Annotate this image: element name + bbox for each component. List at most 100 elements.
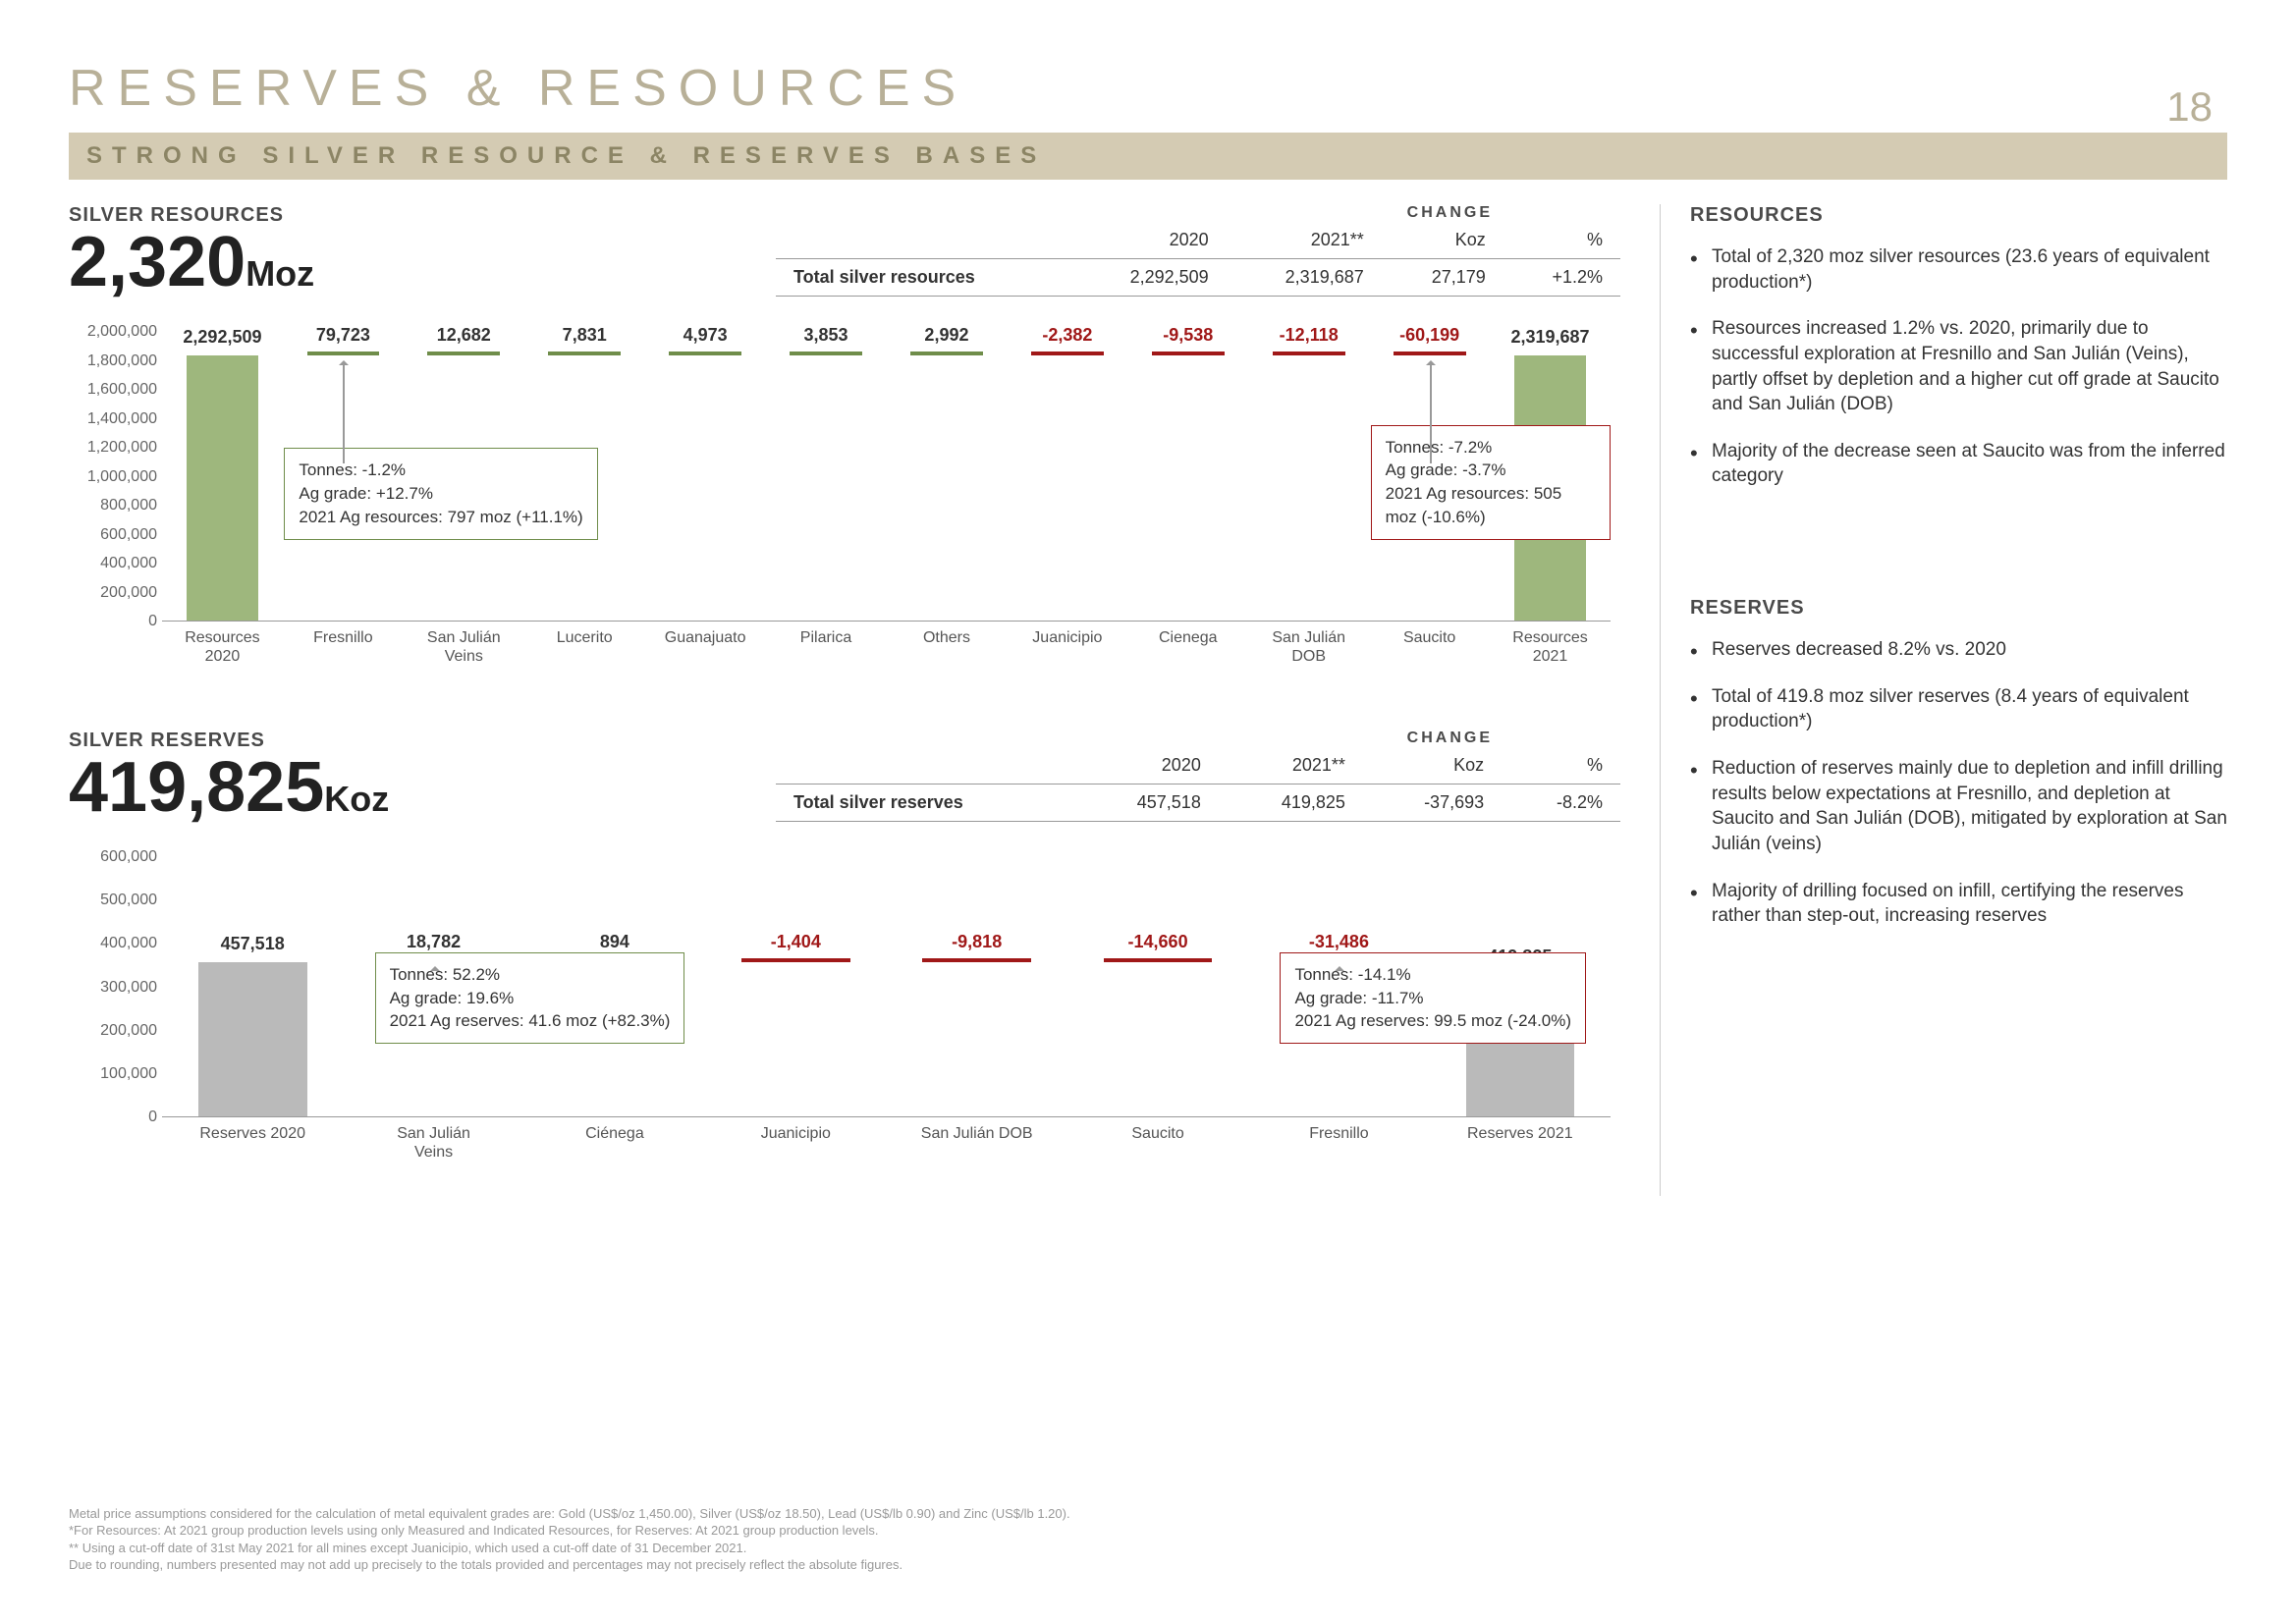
sidebar-item: Reduction of reserves mainly due to depl…: [1690, 756, 2227, 857]
y-tick: 100,000: [69, 1065, 157, 1083]
resources-summary-table: 20202021**Koz% Total silver resources2,2…: [776, 222, 1620, 297]
x-label: Resources2020: [163, 628, 281, 666]
chart-value: 894: [600, 932, 629, 952]
callout-arrow: [343, 361, 345, 463]
x-label: Others: [888, 628, 1006, 647]
chart-callout: Tonnes: -14.1%Ag grade: -11.7%2021 Ag re…: [1280, 952, 1586, 1044]
page-title: RESERVES & RESOURCES: [69, 59, 2227, 118]
y-tick: 1,600,000: [69, 381, 157, 399]
chart-step: [922, 958, 1031, 962]
resources-total-value: 2,320: [69, 223, 246, 301]
x-label: Cienega: [1129, 628, 1247, 647]
y-tick: 0: [69, 1109, 157, 1126]
chart-value: -31,486: [1309, 932, 1369, 952]
sidebar-item: Total of 2,320 moz silver resources (23.…: [1690, 244, 2227, 295]
cell: 2,319,687: [1227, 259, 1382, 297]
chart-step: [910, 352, 983, 355]
chart-step: [1152, 352, 1225, 355]
y-tick: 400,000: [69, 555, 157, 572]
chart-callout: Tonnes: -1.2%Ag grade: +12.7%2021 Ag res…: [284, 448, 597, 539]
y-tick: 300,000: [69, 979, 157, 997]
chart-callout: Tonnes: -7.2%Ag grade: -3.7%2021 Ag reso…: [1371, 425, 1611, 540]
reserves-total-value: 419,825: [69, 748, 324, 827]
callout-line: Ag grade: -3.7%: [1386, 459, 1596, 482]
chart-value: 2,319,687: [1510, 327, 1589, 348]
change-label: CHANGE: [776, 730, 1620, 747]
x-label: Juanicipio: [737, 1124, 854, 1143]
page-subtitle: STRONG SILVER RESOURCE & RESERVES BASES: [86, 142, 2210, 170]
callout-line: 2021 Ag reserves: 99.5 moz (-24.0%): [1294, 1009, 1571, 1033]
callout-line: Ag grade: +12.7%: [299, 482, 582, 506]
y-tick: 1,200,000: [69, 439, 157, 457]
chart-value: 18,782: [407, 932, 461, 952]
chart-value: 79,723: [316, 325, 370, 346]
sidebar-item: Majority of drilling focused on infill, …: [1690, 879, 2227, 929]
chart-value: 2,292,509: [183, 327, 261, 348]
x-label: San Julián DOB: [918, 1124, 1036, 1143]
sidebar-item: Majority of the decrease seen at Saucito…: [1690, 439, 2227, 489]
reserves-total: 419,825Koz: [69, 752, 776, 823]
chart-step: [790, 352, 862, 355]
cell: 27,179: [1382, 259, 1503, 297]
y-tick: 200,000: [69, 584, 157, 602]
change-label: CHANGE: [776, 204, 1620, 222]
col-2020: 2020: [1074, 747, 1219, 784]
row-label: Total silver resources: [776, 259, 1071, 297]
page-number: 18: [2166, 83, 2213, 131]
x-label: Fresnillo: [1280, 1124, 1397, 1143]
y-tick: 600,000: [69, 848, 157, 866]
footnotes: Metal price assumptions considered for t…: [69, 1505, 1070, 1574]
callout-line: Ag grade: -11.7%: [1294, 987, 1571, 1010]
y-tick: 200,000: [69, 1022, 157, 1040]
x-label: San JuliánVeins: [375, 1124, 493, 1162]
sidebar-item: Total of 419.8 moz silver reserves (8.4 …: [1690, 684, 2227, 734]
x-label: Reserves 2021: [1461, 1124, 1579, 1143]
y-tick: 800,000: [69, 497, 157, 514]
chart-value: -9,538: [1163, 325, 1213, 346]
chart-bar: [187, 355, 259, 621]
callout-line: 2021 Ag resources: 797 moz (+11.1%): [299, 506, 582, 529]
x-label: Saucito: [1099, 1124, 1217, 1143]
resources-total: 2,320Moz: [69, 227, 776, 298]
chart-value: 457,518: [221, 934, 285, 954]
y-tick: 1,800,000: [69, 352, 157, 370]
chart-value: -1,404: [771, 932, 821, 952]
chart-value: 3,853: [804, 325, 848, 346]
cell: +1.2%: [1503, 259, 1620, 297]
col-2020: 2020: [1071, 222, 1227, 259]
x-label: San JuliánDOB: [1250, 628, 1368, 666]
row-label: Total silver reserves: [776, 784, 1074, 822]
callout-line: Tonnes: -7.2%: [1386, 436, 1596, 460]
x-label: Pilarica: [767, 628, 885, 647]
sidebar-item: Resources increased 1.2% vs. 2020, prima…: [1690, 316, 2227, 417]
chart-step: [548, 352, 621, 355]
chart-value: -14,660: [1128, 932, 1188, 952]
sidebar-item: Reserves decreased 8.2% vs. 2020: [1690, 637, 2227, 663]
col-pct: %: [1502, 747, 1620, 784]
chart-bar: [198, 962, 307, 1116]
callout-line: Tonnes: -1.2%: [299, 459, 582, 482]
x-label: Saucito: [1371, 628, 1489, 647]
col-2021: 2021**: [1219, 747, 1363, 784]
chart-value: 2,992: [924, 325, 968, 346]
x-label: San JuliánVeins: [405, 628, 522, 666]
y-tick: 1,000,000: [69, 468, 157, 486]
resources-waterfall-chart: 0200,000400,000600,000800,0001,000,0001,…: [69, 317, 1620, 700]
footnote-line: *For Resources: At 2021 group production…: [69, 1522, 1070, 1540]
chart-step: [669, 352, 741, 355]
chart-value: 4,973: [683, 325, 728, 346]
x-label: Lucerito: [525, 628, 643, 647]
sidebar-reserves-list: Reserves decreased 8.2% vs. 2020 Total of…: [1690, 637, 2227, 929]
y-tick: 1,400,000: [69, 410, 157, 428]
col-2021: 2021**: [1227, 222, 1382, 259]
chart-value: -2,382: [1042, 325, 1092, 346]
x-label: Juanicipio: [1009, 628, 1126, 647]
x-label: Fresnillo: [284, 628, 402, 647]
chart-value: 12,682: [437, 325, 491, 346]
chart-callout: Tonnes: 52.2%Ag grade: 19.6%2021 Ag rese…: [375, 952, 685, 1044]
x-label: Ciénega: [556, 1124, 674, 1143]
chart-step: [1031, 352, 1104, 355]
sidebar-reserves-title: RESERVES: [1690, 597, 2227, 620]
cell: 457,518: [1074, 784, 1219, 822]
chart-step: [1273, 352, 1345, 355]
